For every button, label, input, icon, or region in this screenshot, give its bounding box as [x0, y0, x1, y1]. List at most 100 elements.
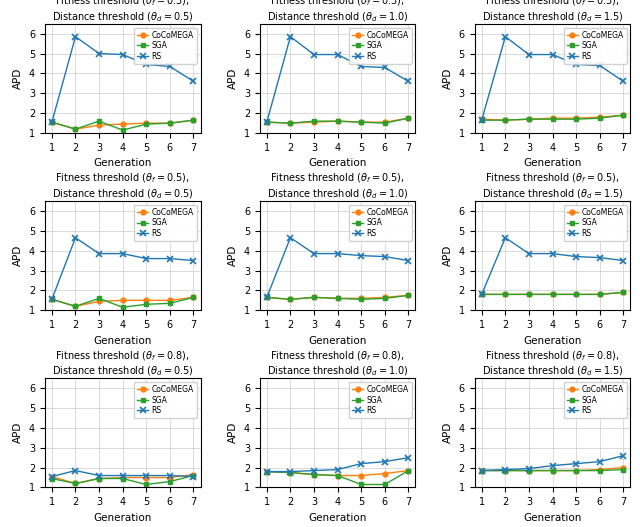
RS — [189, 473, 197, 480]
Legend: CoCoMEGA, SGA, RS: CoCoMEGA, SGA, RS — [134, 204, 196, 241]
Line: RS: RS — [264, 34, 412, 125]
Line: SGA: SGA — [479, 113, 626, 123]
Line: RS: RS — [264, 454, 412, 475]
Line: RS: RS — [479, 34, 627, 123]
RS — [572, 61, 580, 67]
CoCoMEGA — [357, 295, 365, 301]
RS — [572, 461, 580, 467]
CoCoMEGA — [502, 117, 509, 123]
Line: RS: RS — [479, 235, 627, 298]
RS — [404, 78, 412, 84]
CoCoMEGA — [310, 471, 318, 477]
SGA — [143, 301, 150, 307]
RS — [189, 78, 197, 84]
CoCoMEGA — [596, 114, 604, 120]
CoCoMEGA — [478, 467, 486, 474]
SGA — [263, 119, 271, 125]
RS — [189, 257, 197, 264]
Line: SGA: SGA — [264, 468, 411, 487]
Legend: CoCoMEGA, SGA, RS: CoCoMEGA, SGA, RS — [134, 382, 196, 418]
RS — [95, 472, 103, 479]
SGA — [287, 296, 294, 302]
SGA — [572, 291, 580, 298]
SGA — [478, 117, 486, 123]
SGA — [525, 467, 532, 474]
CoCoMEGA — [404, 467, 412, 474]
RS — [119, 472, 127, 479]
SGA — [143, 121, 150, 128]
SGA — [572, 116, 580, 122]
SGA — [310, 294, 318, 300]
RS — [548, 250, 556, 257]
SGA — [263, 294, 271, 300]
RS — [287, 235, 294, 241]
CoCoMEGA — [119, 121, 127, 128]
CoCoMEGA — [572, 467, 580, 474]
SGA — [502, 467, 509, 474]
Y-axis label: APD: APD — [228, 245, 238, 266]
SGA — [548, 467, 556, 474]
Y-axis label: APD: APD — [228, 67, 238, 89]
RS — [143, 256, 150, 262]
Line: SGA: SGA — [479, 467, 626, 473]
SGA — [334, 118, 342, 124]
RS — [620, 257, 627, 264]
SGA — [48, 296, 56, 302]
SGA — [310, 471, 318, 477]
X-axis label: Generation: Generation — [524, 336, 582, 346]
SGA — [119, 127, 127, 133]
SGA — [525, 291, 532, 298]
CoCoMEGA — [478, 291, 486, 298]
CoCoMEGA — [502, 291, 509, 298]
CoCoMEGA — [381, 294, 388, 300]
SGA — [95, 475, 103, 482]
RS — [620, 78, 627, 84]
CoCoMEGA — [95, 298, 103, 305]
Title: Fitness threshold ($\theta_f = 0.8$),
Distance threshold ($\theta_d = 1.0$): Fitness threshold ($\theta_f = 0.8$), Di… — [267, 349, 408, 378]
Title: Fitness threshold ($\theta_f = 0.5$),
Distance threshold ($\theta_d = 1.5$): Fitness threshold ($\theta_f = 0.5$), Di… — [482, 172, 623, 201]
CoCoMEGA — [404, 292, 412, 298]
RS — [143, 61, 150, 67]
RS — [478, 467, 486, 474]
Legend: CoCoMEGA, SGA, RS: CoCoMEGA, SGA, RS — [349, 27, 412, 64]
RS — [310, 467, 318, 474]
RS — [478, 291, 486, 298]
RS — [72, 467, 79, 474]
SGA — [72, 480, 79, 486]
SGA — [572, 467, 580, 474]
RS — [310, 250, 318, 257]
SGA — [404, 292, 412, 298]
CoCoMEGA — [143, 120, 150, 126]
CoCoMEGA — [189, 117, 197, 123]
SGA — [166, 479, 173, 485]
RS — [166, 472, 173, 479]
SGA — [334, 472, 342, 479]
SGA — [357, 119, 365, 125]
RS — [381, 64, 388, 71]
RS — [48, 473, 56, 480]
RS — [334, 51, 342, 57]
RS — [478, 117, 486, 123]
SGA — [620, 112, 627, 119]
Legend: CoCoMEGA, SGA, RS: CoCoMEGA, SGA, RS — [134, 27, 196, 64]
SGA — [381, 120, 388, 126]
CoCoMEGA — [620, 464, 627, 471]
CoCoMEGA — [334, 118, 342, 124]
Title: Fitness threshold ($\theta_f = 0.3$),
Distance threshold ($\theta_d = 1.5$): Fitness threshold ($\theta_f = 0.3$), Di… — [482, 0, 623, 24]
Legend: CoCoMEGA, SGA, RS: CoCoMEGA, SGA, RS — [349, 204, 412, 241]
CoCoMEGA — [166, 120, 173, 126]
RS — [310, 51, 318, 57]
CoCoMEGA — [263, 469, 271, 475]
Line: RS: RS — [264, 235, 412, 300]
CoCoMEGA — [525, 291, 532, 298]
SGA — [95, 118, 103, 124]
RS — [596, 458, 604, 465]
SGA — [189, 117, 197, 123]
CoCoMEGA — [48, 119, 56, 125]
Line: SGA: SGA — [264, 293, 411, 302]
Line: CoCoMEGA: CoCoMEGA — [479, 113, 626, 123]
CoCoMEGA — [596, 466, 604, 473]
SGA — [596, 467, 604, 474]
CoCoMEGA — [143, 297, 150, 304]
RS — [263, 294, 271, 300]
